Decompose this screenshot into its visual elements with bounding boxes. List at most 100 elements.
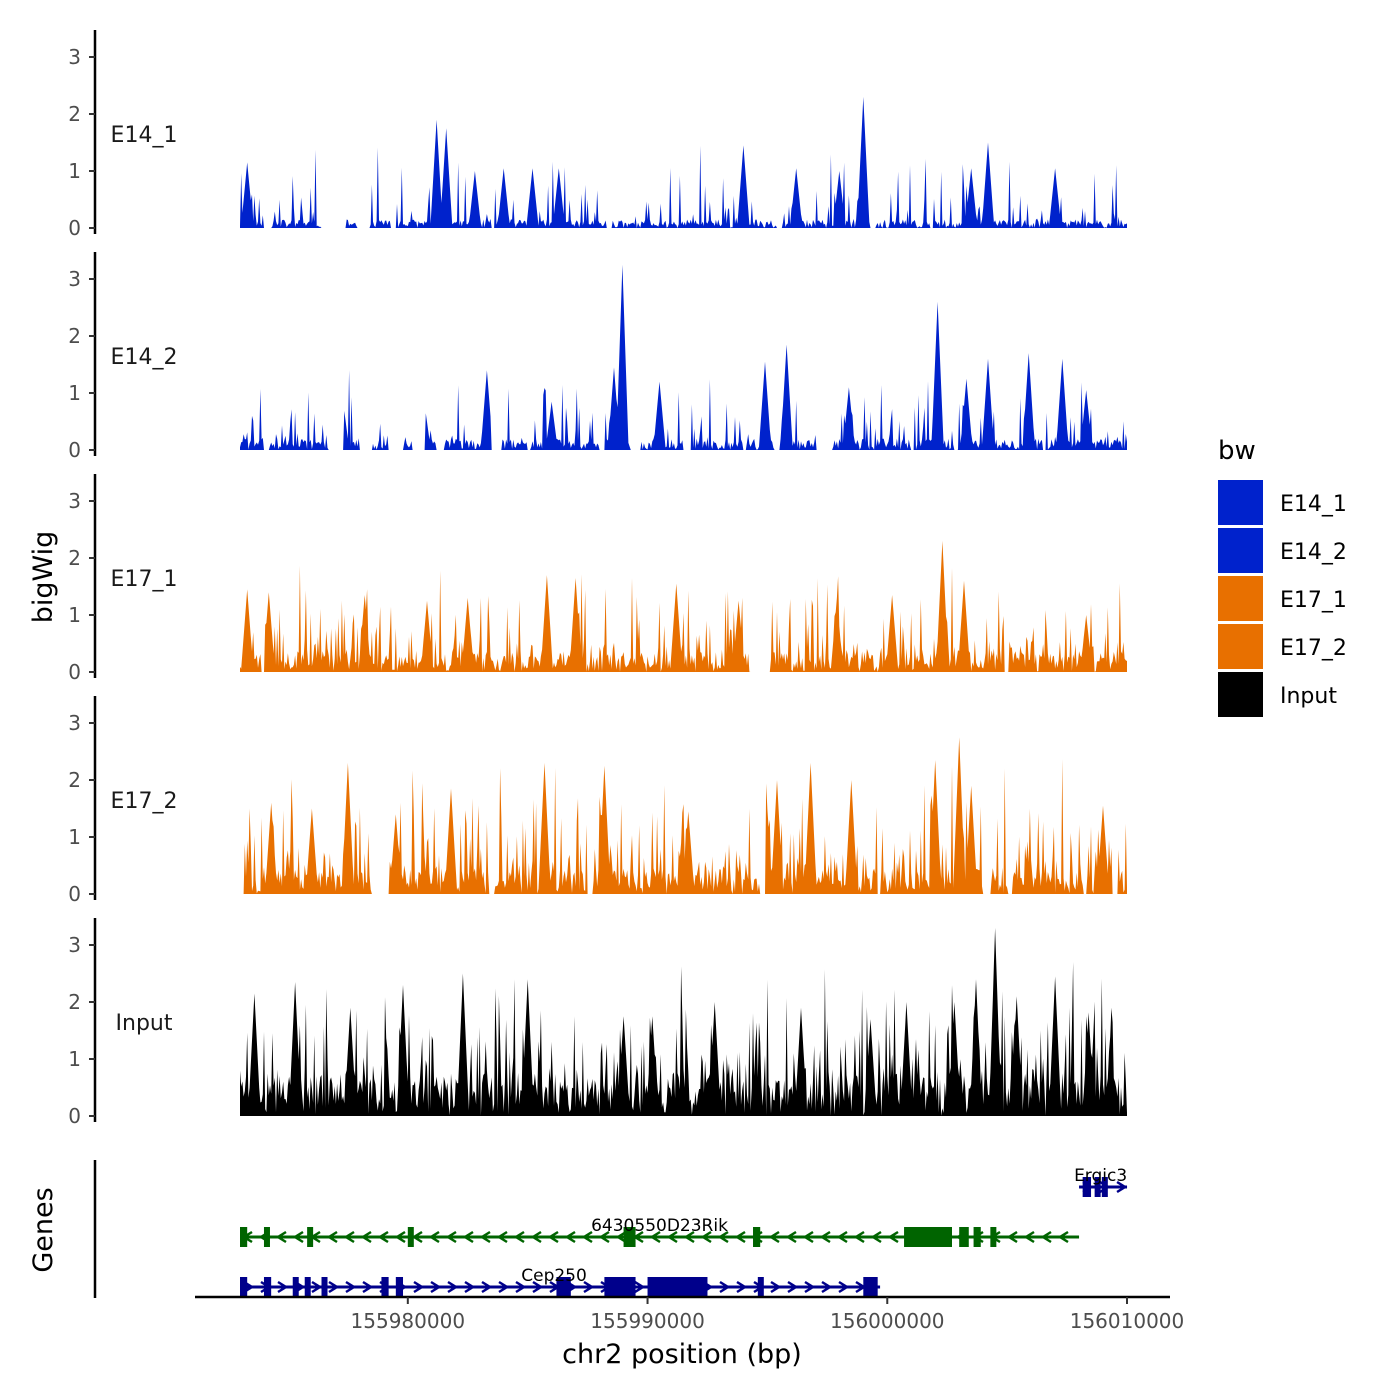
legend-swatch-E14_2	[1218, 528, 1263, 573]
gene-6430550D23Rik: 6430550D23Rik	[240, 1216, 1080, 1247]
strand-arrow	[479, 1230, 491, 1244]
strand-arrow	[1057, 1230, 1069, 1244]
strand-arrow	[802, 1230, 814, 1244]
exon	[407, 1227, 414, 1247]
y-tick-label: 3	[68, 489, 81, 513]
exon	[904, 1227, 952, 1247]
strand-arrow	[343, 1230, 355, 1244]
signal-area-E14_1	[240, 96, 1127, 229]
strand-arrow	[496, 1230, 508, 1244]
legend-swatch-Input	[1218, 672, 1263, 717]
strand-arrow	[547, 1230, 559, 1244]
strand-arrow	[377, 1230, 389, 1244]
signal-area-Input	[240, 927, 1127, 1116]
signal-area-E17_2	[240, 737, 1127, 894]
exon	[1101, 1177, 1108, 1197]
strand-arrow	[768, 1230, 780, 1244]
x-tick-label: 156010000	[1070, 1309, 1185, 1333]
gene-Ergic3: Ergic3	[1074, 1166, 1128, 1197]
strand-arrow	[515, 1280, 527, 1294]
exon	[623, 1227, 636, 1247]
strand-arrow	[498, 1280, 510, 1294]
strand-arrow	[870, 1230, 882, 1244]
strand-arrow	[821, 1280, 833, 1294]
exon	[240, 1227, 248, 1247]
legend: bw E14_1 E14_2 E17_1 E17_2 Input	[1218, 436, 1347, 717]
y-axis-title: bigWig	[28, 531, 59, 624]
strand-arrow	[819, 1230, 831, 1244]
y-tick-label: 3	[68, 711, 81, 735]
exon	[757, 1277, 764, 1297]
x-axis: 155980000 155990000 156000000 156010000	[195, 1295, 1185, 1333]
legend-swatch-E17_2	[1218, 624, 1263, 669]
exon	[973, 1227, 981, 1247]
track-E17_2: 0 1 2 3 E17_2	[68, 696, 1127, 906]
strand-arrow	[634, 1280, 646, 1294]
legend-label-E17_2: E17_2	[1280, 636, 1347, 661]
y-tick-label: 3	[68, 267, 81, 291]
strand-arrow	[583, 1280, 595, 1294]
strand-arrow	[345, 1280, 357, 1294]
strand-arrow	[683, 1230, 695, 1244]
exon	[753, 1227, 761, 1247]
legend-swatch-E17_1	[1218, 576, 1263, 621]
strand-arrow	[275, 1230, 287, 1244]
strand-arrow	[564, 1230, 576, 1244]
y-tick-label: 2	[68, 768, 81, 792]
y-tick-label: 3	[68, 933, 81, 957]
strand-arrow	[481, 1280, 493, 1294]
strand-arrow	[787, 1280, 799, 1294]
exon	[381, 1277, 389, 1297]
y-tick-label: 2	[68, 324, 81, 348]
genes-panel: Ergic3 6430550D23Rik Cep250	[93, 1160, 1128, 1298]
strand-arrow	[532, 1280, 544, 1294]
gene-label-6430550D23Rik: 6430550D23Rik	[591, 1216, 728, 1236]
exon	[263, 1277, 272, 1297]
strand-arrow	[464, 1280, 476, 1294]
strand-arrow	[785, 1230, 797, 1244]
y-tick-label: 1	[68, 159, 81, 183]
strand-arrow	[277, 1280, 289, 1294]
strand-arrow	[445, 1230, 457, 1244]
legend-swatch-E14_1	[1218, 480, 1263, 525]
legend-label-E14_2: E14_2	[1280, 540, 1347, 565]
track-E14_2: 0 1 2 3 E14_2	[68, 252, 1127, 462]
strand-arrow	[1023, 1230, 1035, 1244]
strand-arrow	[853, 1230, 865, 1244]
track-E14_1: 0 1 2 3 E14_1	[68, 30, 1127, 240]
legend-label-E17_1: E17_1	[1280, 588, 1347, 613]
exon	[959, 1227, 969, 1247]
strand-arrow	[719, 1280, 731, 1294]
y-tick-label: 2	[68, 102, 81, 126]
strand-arrow	[447, 1280, 459, 1294]
legend-label-E14_1: E14_1	[1280, 492, 1347, 517]
signal-area-E14_2	[240, 264, 1127, 450]
strand-arrow	[581, 1230, 593, 1244]
strand-arrow	[836, 1230, 848, 1244]
exon	[395, 1277, 404, 1297]
x-tick-label: 155980000	[351, 1309, 466, 1333]
exon	[1094, 1177, 1101, 1197]
strand-arrow	[736, 1280, 748, 1294]
strand-arrow	[598, 1230, 610, 1244]
strand-arrow	[1006, 1230, 1018, 1244]
exon	[604, 1277, 636, 1297]
y-tick-label: 0	[68, 216, 81, 240]
gene-label-Ergic3: Ergic3	[1074, 1166, 1127, 1186]
strand-arrow	[428, 1230, 440, 1244]
y-tick-label: 0	[68, 660, 81, 684]
legend-title: bw	[1218, 436, 1256, 466]
exon	[321, 1277, 328, 1297]
x-tick-label: 156000000	[830, 1309, 945, 1333]
gene-Cep250: Cep250	[240, 1266, 881, 1297]
strand-arrow	[462, 1230, 474, 1244]
strand-arrow	[326, 1230, 338, 1244]
strand-arrow	[311, 1280, 323, 1294]
x-tick-label: 155990000	[590, 1309, 705, 1333]
genes-axis-title: Genes	[28, 1187, 59, 1272]
track-label-E14_1: E14_1	[111, 123, 178, 148]
exon	[240, 1277, 248, 1297]
strand-arrow	[717, 1230, 729, 1244]
strand-arrow	[362, 1280, 374, 1294]
strand-arrow	[328, 1280, 340, 1294]
